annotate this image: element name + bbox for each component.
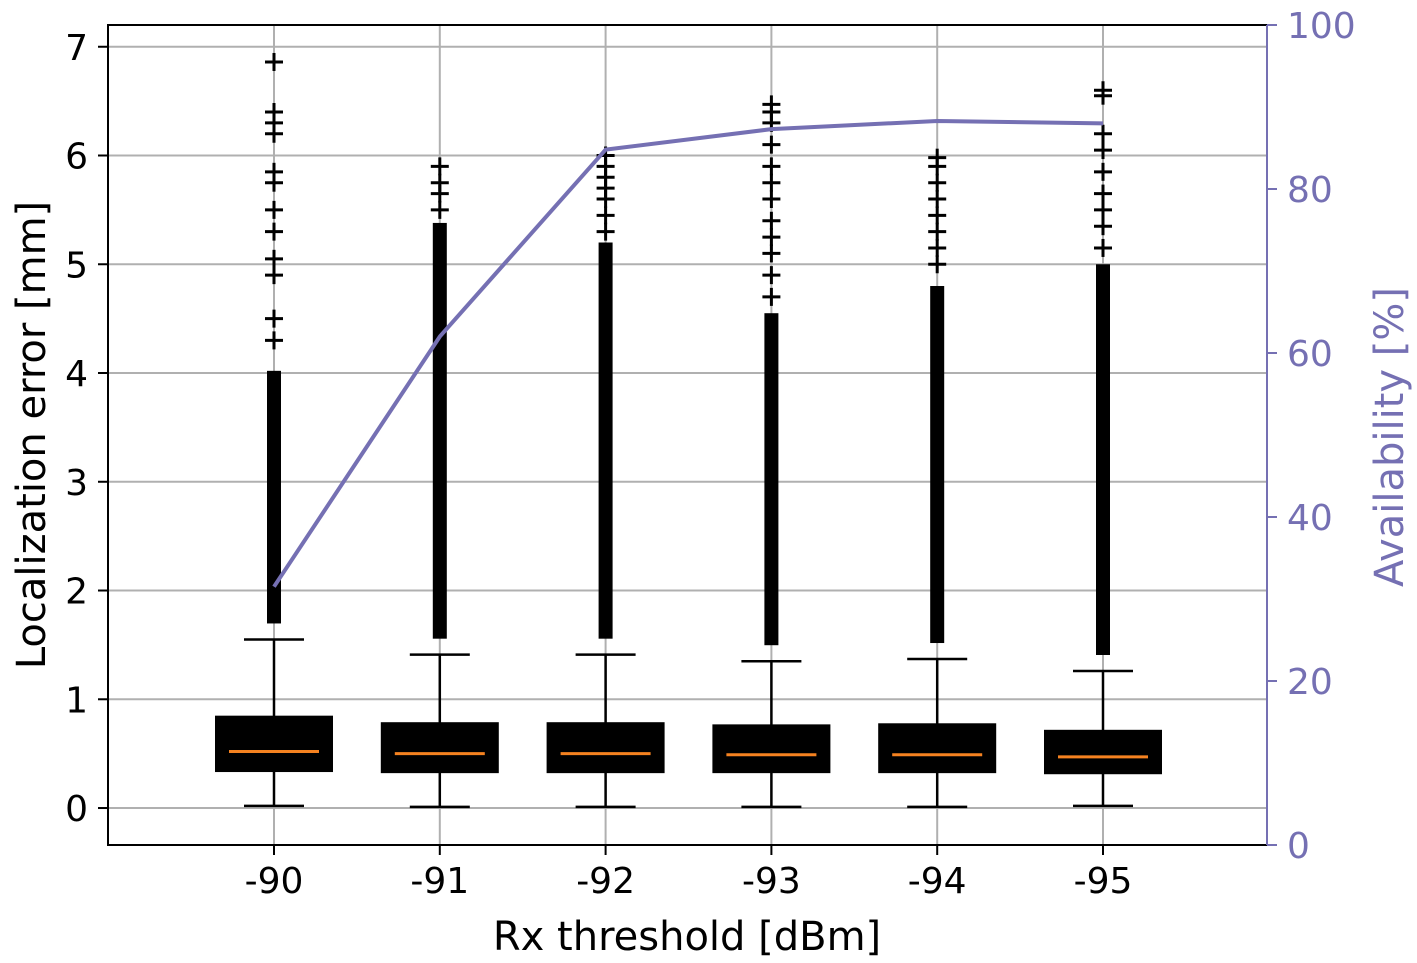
outlier-cluster [598, 242, 613, 639]
y-tick-label: 2 [65, 572, 88, 613]
outlier-marker [265, 249, 283, 268]
outlier-marker [265, 103, 283, 122]
outlier-marker [1094, 81, 1112, 100]
outlier-marker [762, 244, 781, 263]
outlier-marker [762, 287, 781, 306]
outlier-marker [1094, 124, 1112, 143]
y-axis-label: Localization error [mm] [9, 201, 55, 669]
x-tick-label: -94 [908, 861, 967, 902]
outlier-marker [430, 200, 449, 219]
outlier-marker [762, 190, 781, 209]
outlier-marker [265, 266, 283, 285]
y2-tick-label: 80 [1287, 170, 1333, 211]
outlier-marker [762, 228, 781, 247]
availability-line [272, 118, 1104, 588]
outlier-marker [1094, 217, 1112, 236]
x-tick-label: -90 [245, 861, 304, 902]
outlier-marker [928, 238, 947, 257]
outlier-marker [762, 266, 781, 285]
box-plot--91 [380, 157, 499, 809]
box-iqr [712, 724, 831, 774]
outlier-cluster [267, 370, 281, 624]
box-plot--90 [215, 52, 333, 808]
outlier-marker [265, 222, 283, 241]
box-plot--94 [878, 148, 997, 809]
outlier-marker [265, 331, 283, 350]
outlier-marker [928, 222, 947, 241]
x-tick-label: -95 [1074, 861, 1133, 902]
outlier-cluster [930, 286, 945, 644]
y-tick-label: 5 [65, 245, 88, 286]
outlier-marker [762, 157, 781, 176]
y-tick-label: 0 [65, 789, 88, 830]
outlier-marker [265, 309, 283, 328]
outlier-marker [265, 162, 283, 181]
outlier-marker [430, 173, 449, 192]
outlier-marker [762, 95, 781, 114]
box-plot--92 [546, 146, 665, 809]
x-tick-label: -92 [576, 861, 635, 902]
outlier-marker [928, 255, 947, 274]
outlier-marker [762, 211, 781, 230]
y2-tick-label: 60 [1287, 334, 1333, 375]
outlier-marker [596, 222, 615, 241]
x-axis-label: Rx threshold [dBm] [493, 914, 881, 960]
box-iqr [1044, 729, 1162, 775]
box-plot-layer [215, 52, 1162, 809]
outlier-marker [1094, 162, 1112, 181]
box-iqr [546, 722, 665, 774]
availability-line-layer [272, 118, 1104, 588]
outlier-marker [928, 206, 947, 225]
outlier-marker [1094, 238, 1112, 257]
outlier-marker [928, 148, 947, 167]
outlier-marker [762, 135, 781, 154]
outlier-cluster [764, 313, 779, 646]
outlier-marker [1094, 141, 1112, 160]
outlier-marker [265, 52, 283, 71]
outlier-marker [1094, 184, 1112, 203]
outlier-marker [762, 173, 781, 192]
outlier-cluster [1096, 264, 1110, 655]
y2-axis-label: Availability [%] [1367, 287, 1413, 587]
y2-tick-label: 100 [1287, 6, 1356, 47]
outlier-cluster [432, 222, 447, 639]
outlier-marker [1094, 200, 1112, 219]
outlier-marker [596, 206, 615, 225]
y2-tick-label: 20 [1287, 662, 1333, 703]
outlier-marker [928, 190, 947, 209]
outlier-marker [430, 157, 449, 176]
x-tick-label: -93 [742, 861, 801, 902]
x-tick-label: -91 [410, 861, 469, 902]
y2-tick-label: 40 [1287, 498, 1333, 539]
tick-layer: 0 1 2 3 4 5 6 7 0 20 40 60 80 100 -90 -91 -92 -93 -94 -95 [65, 6, 1356, 902]
y2-tick-label: 0 [1287, 826, 1310, 867]
y-tick-label: 4 [65, 354, 88, 395]
y-tick-label: 3 [65, 463, 88, 504]
box-iqr [878, 723, 997, 774]
outlier-marker [928, 173, 947, 192]
box-plot--93 [712, 95, 831, 809]
box-plot--95 [1044, 81, 1162, 808]
y-tick-label: 1 [65, 680, 88, 721]
outlier-marker [265, 200, 283, 219]
box-iqr [215, 715, 333, 773]
box-iqr [380, 722, 499, 774]
y-tick-label: 7 [65, 28, 88, 69]
y-tick-label: 6 [65, 137, 88, 178]
